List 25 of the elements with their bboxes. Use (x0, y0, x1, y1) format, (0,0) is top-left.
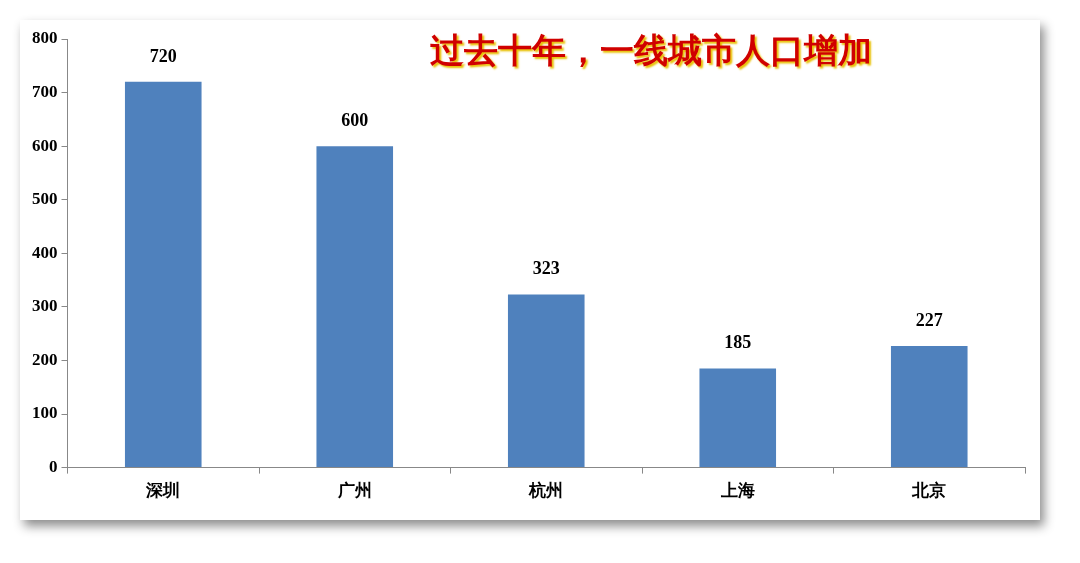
y-tick-label: 0 (49, 456, 58, 476)
data-label: 185 (724, 332, 752, 353)
data-label: 323 (532, 258, 560, 279)
bar (507, 294, 585, 468)
data-label: 227 (915, 309, 943, 330)
y-tick-label: 100 (32, 403, 58, 423)
y-tick-label: 800 (32, 28, 58, 48)
bar (699, 368, 777, 468)
bar (124, 81, 202, 468)
y-tick-label: 500 (32, 189, 58, 209)
bar (890, 345, 968, 468)
x-tick-label: 深圳 (145, 480, 181, 501)
y-tick-label: 600 (32, 135, 58, 155)
y-tick-label: 300 (32, 296, 58, 316)
bar (316, 146, 394, 468)
x-tick-label: 上海 (719, 480, 755, 501)
y-tick-label: 400 (32, 242, 58, 262)
chart-title: 过去十年，一线城市人口增加 (430, 29, 872, 72)
x-tick-label: 杭州 (528, 480, 564, 501)
data-label: 600 (341, 109, 369, 130)
data-label: 720 (149, 45, 177, 66)
x-tick-label: 北京 (911, 480, 947, 501)
y-tick-label: 200 (32, 349, 58, 369)
y-tick-label: 700 (32, 81, 58, 101)
x-tick-label: 广州 (336, 480, 372, 501)
